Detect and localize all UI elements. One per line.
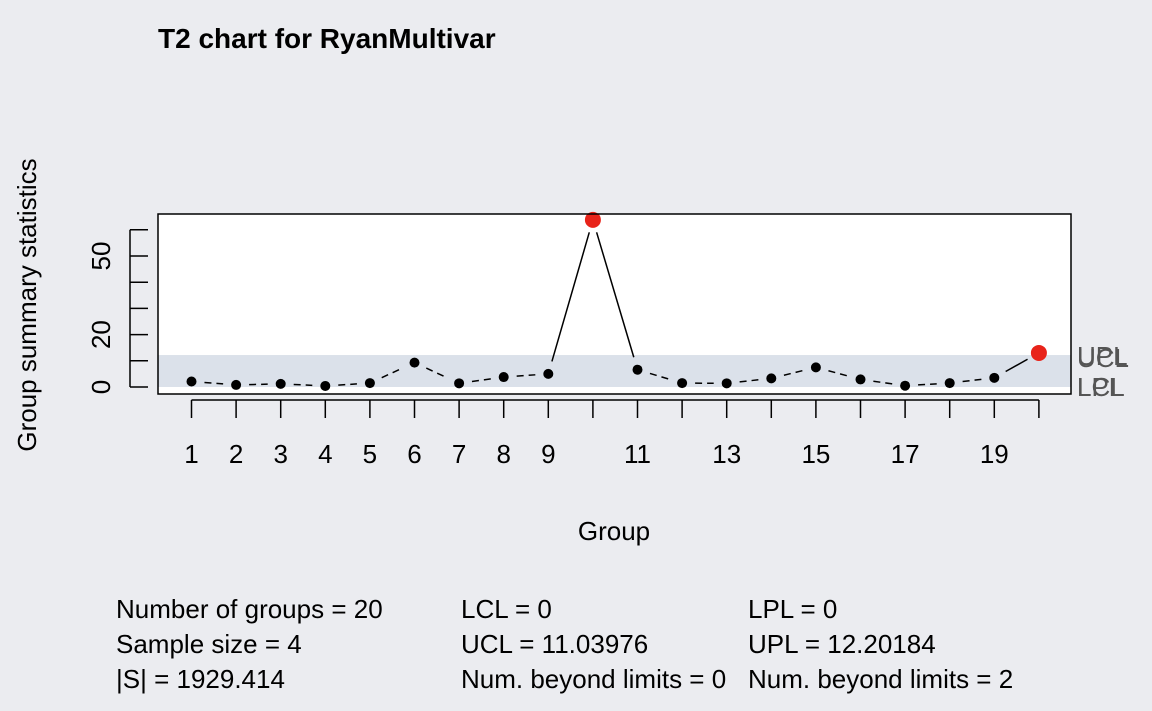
x-tick-label: 3 — [273, 439, 287, 469]
x-tick-label: 7 — [452, 439, 466, 469]
series-line-segment — [962, 378, 982, 383]
series-line-segment — [918, 383, 937, 386]
plot-frame — [157, 213, 1072, 395]
data-point — [944, 378, 955, 389]
data-point — [186, 376, 197, 387]
x-tick-label: 6 — [407, 439, 421, 469]
data-point — [454, 378, 465, 389]
stat-lcl: LCL = 0 — [461, 594, 552, 624]
stat-number-of-groups: Number of groups = 20 — [116, 594, 383, 624]
series-line-segment — [551, 232, 591, 362]
x-tick-label: 13 — [712, 439, 741, 469]
series-line-segment — [338, 383, 357, 386]
limits-band — [158, 355, 1071, 387]
stat-determinant: |S| = 1929.414 — [116, 664, 285, 694]
x-tick-label: 15 — [801, 439, 830, 469]
series-line-segment — [293, 383, 313, 387]
stat-upl: UPL = 12.20184 — [748, 629, 936, 659]
data-point — [543, 368, 554, 379]
data-point — [677, 378, 688, 389]
series-line-segment — [873, 380, 893, 385]
x-tick-label: 1 — [184, 439, 198, 469]
stats-column-1: Number of groups = 20 Sample size = 4 |S… — [116, 592, 383, 697]
data-point — [855, 374, 866, 385]
data-point — [721, 378, 732, 389]
x-tick-label: 9 — [541, 439, 555, 469]
lcl-label: LCL — [1077, 372, 1125, 402]
data-point — [989, 372, 1000, 383]
series-line-segment — [381, 367, 403, 379]
chart-title: T2 chart for RyanMultivar — [158, 23, 496, 54]
series-line-segment — [425, 367, 448, 379]
x-tick-label: 11 — [624, 439, 651, 469]
data-point-beyond-limits — [584, 211, 601, 228]
x-tick-label: 19 — [980, 439, 1009, 469]
x-tick-label: 17 — [891, 439, 920, 469]
x-tick-label: 2 — [229, 439, 243, 469]
data-points — [186, 211, 1047, 391]
y-axis: 0 20 50 — [86, 229, 148, 394]
data-point — [275, 378, 286, 389]
y-axis-label: Group summary statistics — [12, 158, 42, 451]
series-line-segment — [783, 369, 804, 376]
x-axis: 1 2 3 4 5 6 7 8 9 11 13 15 17 19 — [184, 399, 1040, 469]
y-tick-label: 20 — [86, 320, 116, 349]
data-point — [632, 364, 643, 375]
stat-beyond-control-limits: Num. beyond limits = 0 — [461, 664, 727, 694]
data-point-beyond-limits — [1030, 344, 1047, 361]
lpl-label: LPL — [1077, 372, 1123, 402]
data-point — [320, 380, 331, 391]
stat-sample-size: Sample size = 4 — [116, 629, 302, 659]
series-line-segment — [739, 379, 759, 383]
data-point — [766, 373, 777, 384]
stat-ucl: UCL = 11.03976 — [461, 629, 649, 659]
data-point — [498, 372, 509, 383]
y-tick-label: 50 — [86, 242, 116, 271]
x-tick-label: 5 — [363, 439, 377, 469]
series-lines — [204, 232, 1028, 387]
data-point — [364, 378, 375, 389]
series-line-segment — [516, 374, 536, 377]
stat-beyond-prediction-limits: Num. beyond limits = 2 — [748, 664, 1014, 694]
stats-column-3: LPL = 0 UPL = 12.20184 Num. beyond limit… — [748, 592, 1013, 697]
data-point — [409, 357, 420, 368]
x-tick-label: 4 — [318, 439, 332, 469]
summary-stats: Number of groups = 20 Sample size = 4 |S… — [0, 592, 1152, 702]
series-line-segment — [471, 378, 491, 383]
data-point — [810, 362, 821, 373]
stats-column-2: LCL = 0 UCL = 11.03976 Num. beyond limit… — [461, 592, 726, 697]
series-line-segment — [828, 370, 849, 377]
series-line-segment — [204, 381, 224, 385]
data-point — [231, 379, 242, 390]
data-point — [900, 380, 911, 391]
series-line-segment — [649, 372, 670, 381]
ucl-label: UCL — [1077, 343, 1129, 373]
stat-lpl: LPL = 0 — [748, 594, 838, 624]
upl-label: UPL — [1077, 341, 1128, 371]
y-tick-label: 0 — [86, 380, 116, 394]
series-line-segment — [595, 232, 635, 358]
series-line-segment — [1005, 358, 1028, 373]
x-tick-label: 8 — [496, 439, 510, 469]
x-axis-label: Group — [578, 516, 650, 546]
